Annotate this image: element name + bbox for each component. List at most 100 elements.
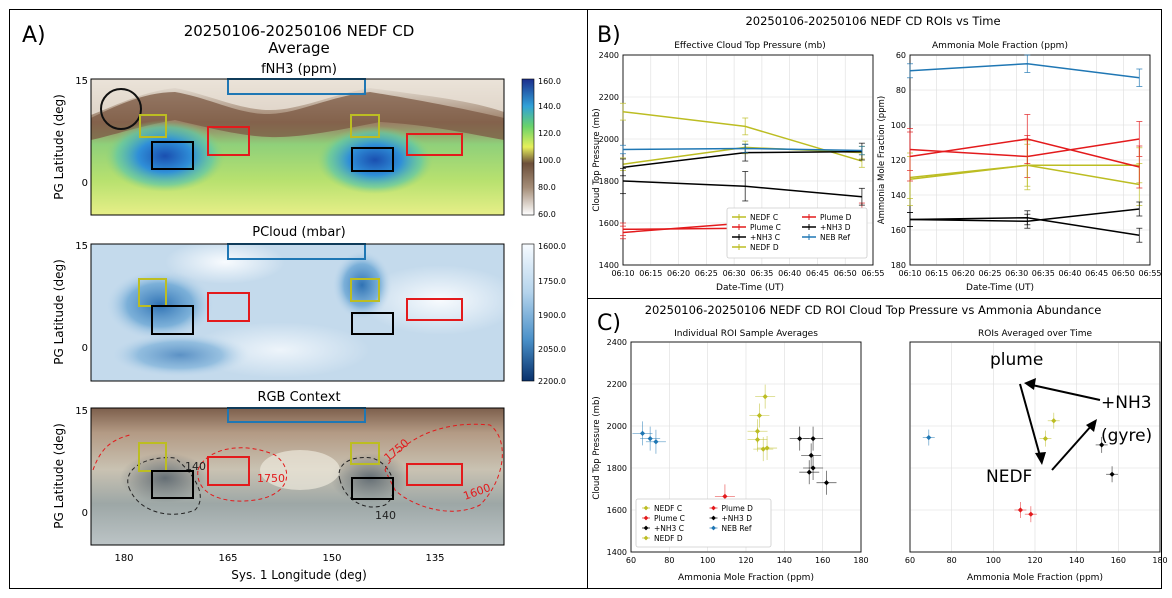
x-tick-label: 06:50 [834,269,857,278]
fnh3-cb-tick: 140.0 [538,102,561,111]
lat-tick: 15 [75,76,88,87]
plume-d-roi [406,133,463,156]
pcloud-cb-tick: 1900.0 [538,311,566,320]
lon-axis: 180 165 150 135 Sys. 1 Longitude (deg) [114,553,444,582]
data-point [764,445,770,451]
y-tick-label: 1400 [599,261,619,270]
series-nedf-d [1039,430,1052,447]
data-point [1109,471,1115,477]
contour-nh3-c [127,457,201,515]
data-point [1017,507,1024,513]
arrow-head [1086,419,1097,432]
contour-label: 1750 [257,472,285,485]
y-tick-label: 2000 [607,422,627,431]
y-tick-label: 2200 [607,380,627,389]
legend-label: Plume D [820,213,852,222]
data-point [1099,442,1105,448]
reference-circle [100,88,142,130]
fnh3-map-title: fNH3 (ppm) [261,62,337,77]
x-tick-label: 120 [738,556,753,565]
fnh3-brown-band [91,92,504,140]
fnh3-map [90,78,505,216]
panel-c-frame [587,298,1162,589]
y-tick-label: 100 [891,121,906,130]
arrow-plume-to-nedf [1019,383,1041,457]
series-nedf-d [747,384,776,452]
x-tick-label: 80 [664,556,674,565]
fnh3-cb-tick: 80.0 [538,183,556,192]
x-tick-label: 06:25 [695,269,718,278]
time-avg-title: ROIs Averaged over Time [978,329,1092,339]
x-tick-label: 06:15 [925,269,948,278]
data-point [1051,418,1057,424]
time-avg-xlabel: Ammonia Mole Fraction (ppm) [967,573,1103,583]
nedf-d-roi [350,278,380,302]
fnh3-plume-c [105,120,225,192]
annotation-gyre-line1: +NH3 [1101,393,1152,413]
contour-label: 140 [375,509,396,522]
nh3-time-xlabel: Date-Time (UT) [966,283,1034,293]
contour-label: 140 [185,460,206,473]
lat-tick: 0 [82,178,88,189]
pcloud-map-title: PCloud (mbar) [252,225,345,240]
nedf-d-roi [350,114,380,138]
nh3-time-ylabel: Ammonia Mole Fraction (ppm) [877,96,887,224]
ctp-time-xlabel: Date-Time (UT) [716,283,784,293]
x-tick-label: 06:35 [1032,269,1055,278]
nedf-c-roi [139,114,167,138]
x-tick-label: 06:55 [861,269,884,278]
x-tick-label: 140 [777,556,792,565]
y-tick-label: 80 [896,86,906,95]
plume-d-roi [406,463,463,486]
data-point [760,446,766,452]
panel-a-label: A) [22,23,46,48]
nh3-c-roi [151,470,194,499]
x-tick-label: 06:10 [898,269,921,278]
lat-tick: 15 [75,406,88,417]
sample-avg-xlabel: Ammonia Mole Fraction (ppm) [678,573,814,583]
lat-tick: 0 [82,508,88,519]
panel-b-title: 20250106-20250106 NEDF CD ROIs vs Time [745,14,1000,28]
contour-pc-c [197,447,288,502]
x-tick-label: 06:40 [1058,269,1081,278]
pcloud-cb-tick: 2200.0 [538,377,566,386]
rgb-map: 140 1750 140 1750 1600 [90,407,505,546]
lat-tick: 15 [75,241,88,252]
series-plume-d [1014,502,1027,518]
plot-border [630,341,862,553]
series--nh3-c [1106,466,1119,483]
plume-c-roi [207,456,250,486]
data-point [647,436,653,442]
legend-label: +NH3 C [654,524,684,533]
y-tick-label: 2000 [599,135,619,144]
lat-tick: 0 [82,343,88,354]
annotation-plume: plume [990,350,1043,370]
x-tick-label: 06:25 [978,269,1001,278]
y-tick-label: 160 [891,226,906,235]
series--nh3-d [1095,436,1108,453]
x-tick-label: 06:55 [1138,269,1161,278]
legend-label: Plume C [654,514,685,523]
lon-tick: 150 [322,553,341,564]
x-tick-label: 100 [986,556,1001,565]
data-point [810,436,816,442]
data-point [810,465,816,471]
legend-label: Plume D [722,504,754,513]
series-nedf-c [749,403,778,462]
y-tick-label: 2200 [599,93,619,102]
x-tick-label: 100 [700,556,715,565]
legend-label: NEDF C [654,504,682,513]
annotation-gyre-line2: (gyre) [1101,426,1152,446]
lon-tick: 135 [425,553,444,564]
nh3-vs-time-plot: 06:10 06:15 06:20 06:25 06:30 06:35 06:40 06:45… [891,51,1162,278]
data-point [653,439,659,445]
y-tick-label: 60 [896,51,906,60]
fnh3-cb-tick: 60.0 [538,210,556,219]
ctp-vs-time-plot: 06:10 06:15 06:20 06:25 06:30 06:35 06:40 06:45… [599,51,885,278]
series--nh3-d [789,426,824,480]
pcloud-colorbar [521,243,535,382]
sample-avg-ylabel: Cloud Top Pressure (mb) [592,396,602,499]
nh3-d-roi [351,312,394,335]
pcloud-deep-south [110,333,250,377]
